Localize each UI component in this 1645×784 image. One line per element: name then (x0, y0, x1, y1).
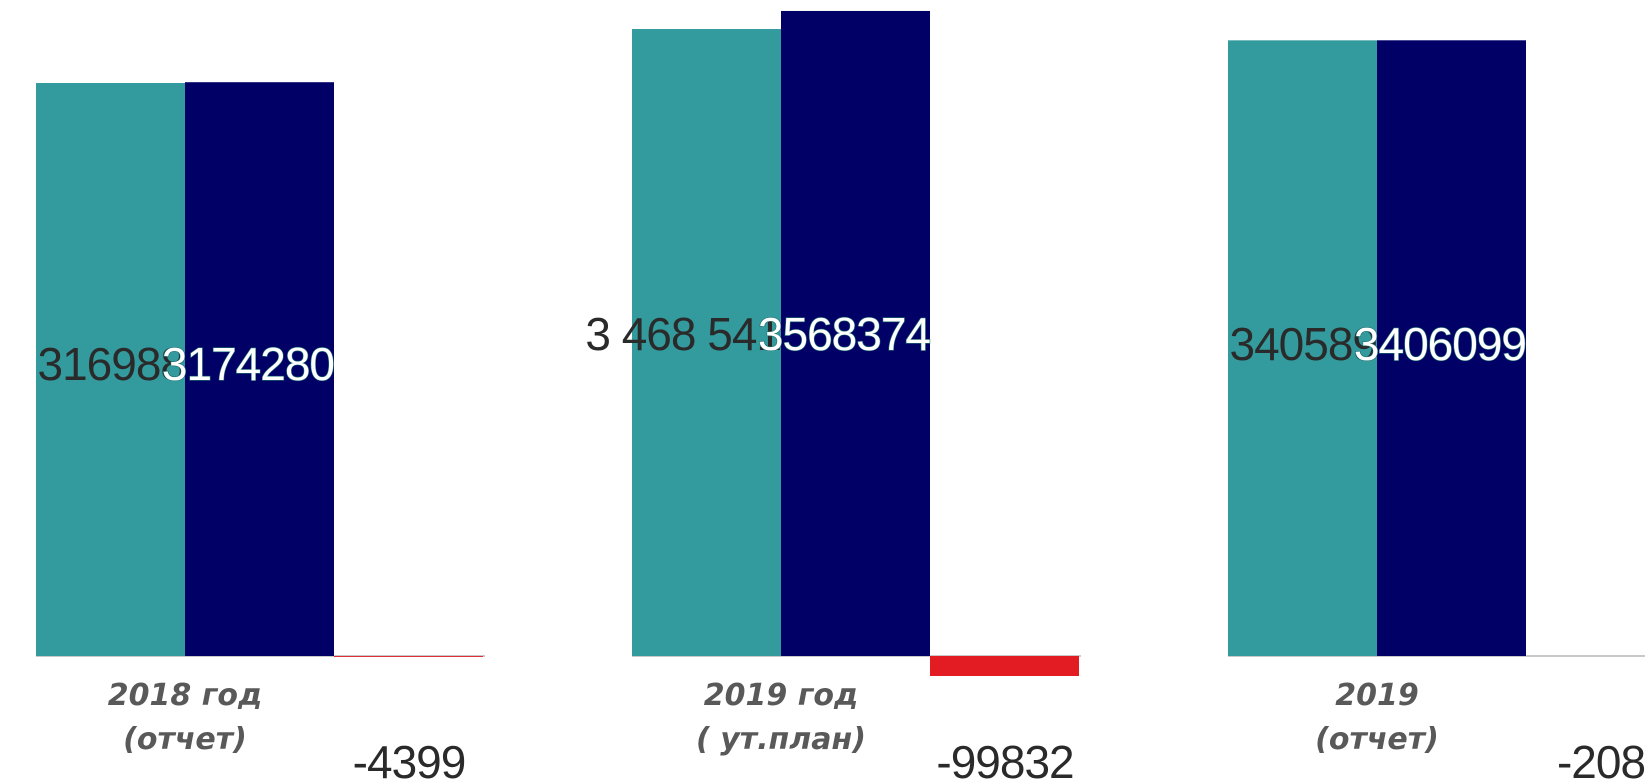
bar (781, 10, 930, 656)
data-label: 3568374 (758, 308, 930, 360)
bar (1228, 40, 1377, 657)
data-label: 3 468 541 (585, 308, 781, 360)
data-label: 340589 (1230, 318, 1378, 370)
data-label: -99832 (936, 736, 1073, 784)
data-label: 316988 (38, 338, 186, 390)
category-label: ( ут.план) (696, 722, 866, 757)
category-label: (отчет) (1315, 722, 1439, 757)
bar (185, 82, 334, 656)
category-label: (отчет) (123, 722, 247, 757)
data-label: 3174280 (162, 338, 334, 390)
category-label: 2019 год (704, 678, 858, 713)
bar (1377, 40, 1526, 657)
category-label: 2018 год (108, 678, 262, 713)
bar (334, 656, 483, 657)
bar (36, 83, 185, 656)
category-label: 2019 (1335, 678, 1419, 713)
data-label: -208 (1557, 736, 1645, 784)
bar (930, 656, 1079, 676)
data-label: -4399 (353, 736, 466, 784)
data-label: 3406099 (1354, 318, 1526, 370)
bar (632, 29, 781, 656)
